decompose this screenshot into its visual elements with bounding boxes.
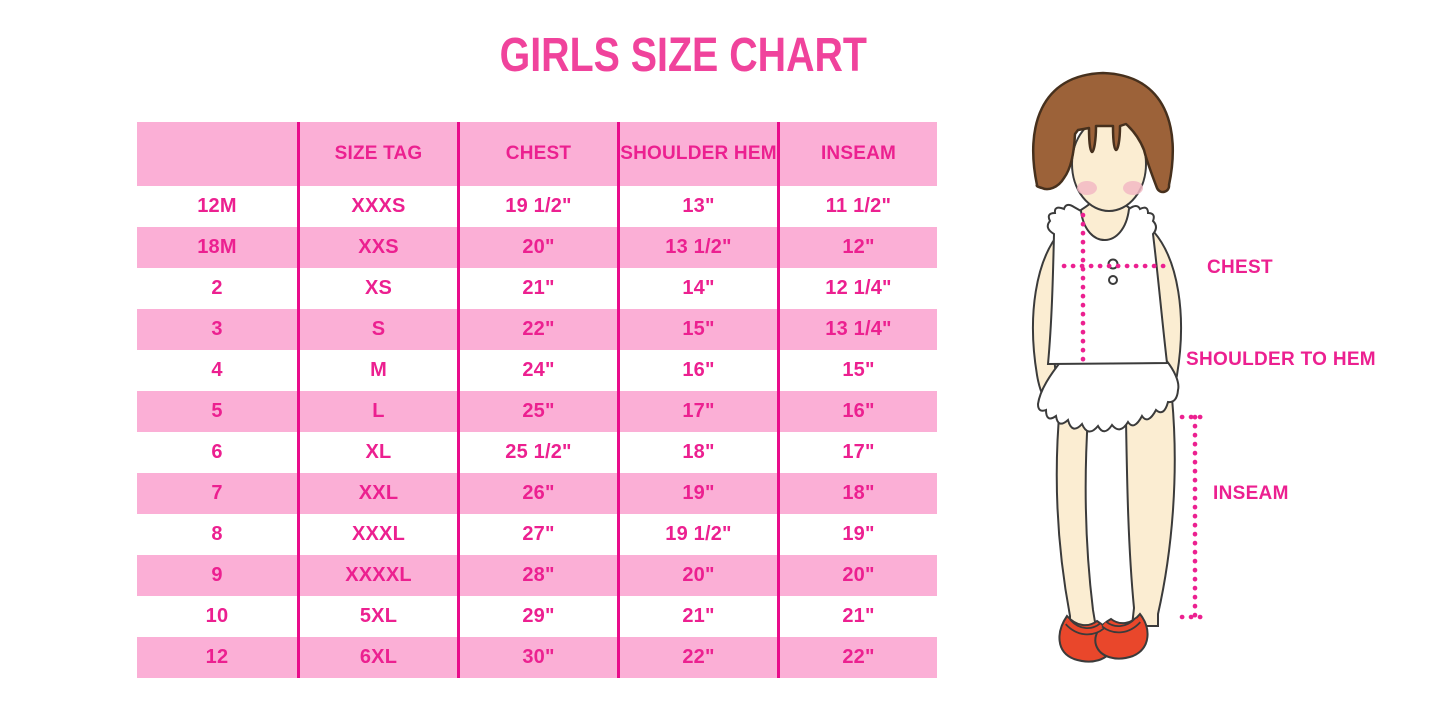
girl-left-blush [1077, 181, 1097, 195]
table-cell: 11 1/2" [777, 186, 937, 227]
table-cell: 22" [777, 637, 937, 678]
table-cell: XXL [297, 473, 457, 514]
table-cell: 20" [617, 555, 777, 596]
table-cell: 5 [211, 400, 223, 422]
table-cell: 25" [457, 391, 617, 432]
table-cell: 17" [777, 432, 937, 473]
table-cell: 6 [211, 441, 223, 463]
table-row: 12 6XL 30" 22" 22" [137, 637, 937, 678]
table-cell: M [297, 350, 457, 391]
table-cell: 18" [617, 432, 777, 473]
table-cell: 20" [777, 555, 937, 596]
header-cell-inseam: INSEAM [777, 122, 937, 186]
table-cell: 29" [457, 596, 617, 637]
table-cell: S [297, 309, 457, 350]
table-cell: 5XL [297, 596, 457, 637]
table-cell: XS [297, 268, 457, 309]
table-cell: 3 [211, 318, 223, 340]
table-cell: 12 1/4" [777, 268, 937, 309]
table-cell: 26" [457, 473, 617, 514]
table-cell: 6XL [297, 637, 457, 678]
table-cell: 8 [211, 523, 223, 545]
girl-left-leg [1055, 403, 1098, 629]
chest-label: CHEST [1207, 257, 1273, 278]
girl-shirt-button-bottom [1108, 275, 1118, 285]
table-cell: 13" [617, 186, 777, 227]
table-cell: 30" [457, 637, 617, 678]
table-row: 3 S 22" 15" 13 1/4" [137, 309, 937, 350]
girl-illustration: CHEST SHOULDER TO HEM INSEAM [1031, 71, 1376, 663]
table-cell: 22" [617, 637, 777, 678]
header-cell-shoulder-hem: SHOULDER HEM [617, 122, 777, 186]
table-cell: XXXS [297, 186, 457, 227]
table-cell: 13 1/4" [777, 309, 937, 350]
table-cell: XL [297, 432, 457, 473]
table-cell: 12M [197, 195, 237, 217]
inseam-label: INSEAM [1213, 483, 1289, 504]
size-chart-table: SIZE TAG CHEST SHOULDER HEM INSEAM 12M XX… [137, 122, 937, 678]
table-row: 8 XXXL 27" 19 1/2" 19" [137, 514, 937, 555]
table-cell: XXS [297, 227, 457, 268]
table-cell: 12" [777, 227, 937, 268]
page-title: GIRLS SIZE CHART [499, 29, 867, 82]
table-cell: 16" [777, 391, 937, 432]
table-row: 10 5XL 29" 21" 21" [137, 596, 937, 637]
header-cell-size-tag: SIZE TAG [297, 122, 457, 186]
table-row: 6 XL 25 1/2" 18" 17" [137, 432, 937, 473]
table-cell: 19" [777, 514, 937, 555]
table-cell: 19" [617, 473, 777, 514]
table-cell: XXXXL [297, 555, 457, 596]
table-row: 7 XXL 26" 19" 18" [137, 473, 937, 514]
girl-right-shoe-strap-fill [1102, 618, 1140, 632]
girl-skirt [1036, 359, 1180, 433]
table-cell: 21" [617, 596, 777, 637]
table-cell: 10 [205, 605, 229, 627]
table-cell: 18" [777, 473, 937, 514]
girl-shirt [1046, 203, 1169, 366]
table-cell: 2 [211, 277, 223, 299]
table-cell: 19 1/2" [457, 186, 617, 227]
table-row: 9 XXXXL 28" 20" 20" [137, 555, 937, 596]
table-cell: 19 1/2" [617, 514, 777, 555]
table-cell: 18M [197, 236, 237, 258]
table-row: 5 L 25" 17" 16" [137, 391, 937, 432]
size-table-body: 12M XXXS 19 1/2" 13" 11 1/2" 18M XXS 20" 13 1/2"… [137, 186, 937, 678]
table-row: 2 XS 21" 14" 12 1/4" [137, 268, 937, 309]
table-cell: 28" [457, 555, 617, 596]
table-cell: 15" [617, 309, 777, 350]
girl-right-shoe [1094, 612, 1149, 660]
table-cell: 17" [617, 391, 777, 432]
table-header-row: SIZE TAG CHEST SHOULDER HEM INSEAM [137, 122, 937, 186]
table-cell: XXXL [297, 514, 457, 555]
table-cell: 16" [617, 350, 777, 391]
girl-hair [1031, 71, 1175, 194]
shoulder-to-hem-label: SHOULDER TO HEM [1186, 349, 1376, 370]
table-cell: 25 1/2" [457, 432, 617, 473]
table-cell: 27" [457, 514, 617, 555]
table-row: 18M XXS 20" 13 1/2" 12" [137, 227, 937, 268]
header-cell-chest: CHEST [457, 122, 617, 186]
girl-left-shoe-strap-fill [1066, 620, 1104, 634]
table-cell: 21" [777, 596, 937, 637]
table-cell: 14" [617, 268, 777, 309]
table-cell: 24" [457, 350, 617, 391]
table-cell: 4 [211, 359, 223, 381]
table-cell: 21" [457, 268, 617, 309]
table-cell: 7 [211, 482, 223, 504]
header-cell-blank [137, 122, 297, 186]
table-cell: 15" [777, 350, 937, 391]
table-cell: 13 1/2" [617, 227, 777, 268]
table-row: 12M XXXS 19 1/2" 13" 11 1/2" [137, 186, 937, 227]
table-row: 4 M 24" 16" 15" [137, 350, 937, 391]
table-cell: 12 [205, 646, 229, 668]
table-cell: 22" [457, 309, 617, 350]
table-cell: 9 [211, 564, 223, 586]
table-cell: L [297, 391, 457, 432]
girl-right-leg [1124, 396, 1176, 627]
table-cell: 20" [457, 227, 617, 268]
girl-right-blush [1123, 181, 1143, 195]
